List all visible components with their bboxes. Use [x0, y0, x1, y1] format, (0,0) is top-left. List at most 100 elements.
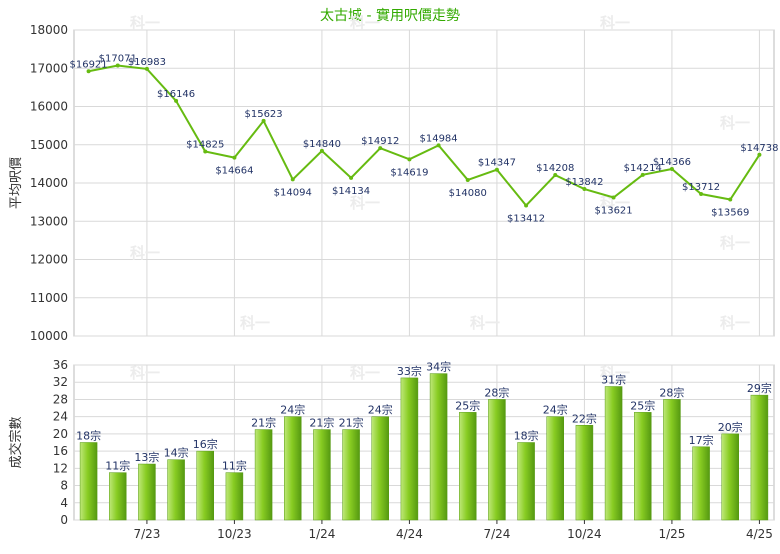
volume-bar	[196, 450, 214, 521]
price-data-label: $14825	[186, 139, 224, 150]
price-data-label: $13412	[507, 213, 545, 224]
price-data-point	[582, 187, 587, 192]
watermark: 科一	[600, 194, 630, 212]
volume-bar	[138, 463, 156, 521]
volume-data-label: 13宗	[134, 450, 159, 464]
price-y-tick-label: 16000	[30, 100, 68, 114]
price-data-label: $14347	[478, 158, 516, 169]
x-tick-label: 1/24	[308, 527, 335, 541]
volume-bar	[109, 472, 127, 521]
price-data-label: $14840	[303, 139, 341, 150]
price-data-label: $15623	[244, 109, 282, 120]
volume-data-label: 33宗	[397, 364, 422, 378]
price-data-point	[378, 146, 383, 151]
volume-data-label: 20宗	[718, 420, 743, 434]
volume-y-tick-label: 28	[53, 392, 68, 406]
price-data-point	[524, 203, 529, 208]
price-data-label: $14619	[390, 167, 428, 178]
volume-data-label: 21宗	[251, 416, 276, 430]
volume-data-label: 28宗	[659, 385, 684, 399]
volume-bar	[459, 412, 477, 521]
volume-data-label: 24宗	[543, 403, 568, 417]
watermark: 科一	[130, 364, 160, 382]
price-data-label: $17071	[99, 54, 137, 65]
price-data-label: $13621	[594, 205, 632, 216]
volume-y-tick-label: 0	[60, 513, 68, 527]
volume-plot-area	[73, 364, 775, 521]
volume-data-label: 25宗	[630, 398, 655, 412]
price-data-label: $16921	[69, 59, 107, 70]
price-data-label: $14738	[740, 143, 778, 154]
volume-bar	[721, 433, 739, 521]
price-data-point	[757, 152, 762, 157]
volume-y-tick-label: 20	[53, 427, 68, 441]
volume-bar	[342, 429, 360, 521]
volume-data-label: 16宗	[193, 437, 218, 451]
price-data-label: $14080	[449, 188, 487, 199]
price-data-label: $14664	[215, 166, 253, 177]
watermark: 科一	[350, 14, 380, 32]
x-tick-label: 4/24	[396, 527, 423, 541]
volume-y-tick-label: 12	[53, 461, 68, 475]
price-data-point	[319, 148, 324, 153]
watermark: 科一	[130, 14, 160, 32]
volume-bar	[488, 399, 506, 521]
price-data-label: $14134	[332, 186, 370, 197]
price-data-label: $14366	[653, 157, 691, 168]
price-y-tick-label: 14000	[30, 176, 68, 190]
volume-y-tick-label: 32	[53, 375, 68, 389]
price-data-point	[494, 167, 499, 172]
volume-y-tick-label: 4	[60, 496, 68, 510]
volume-data-label: 25宗	[455, 398, 480, 412]
volume-data-label: 17宗	[689, 433, 714, 447]
volume-bar	[604, 386, 623, 521]
watermark: 科一	[350, 364, 380, 382]
watermark: 科一	[600, 14, 630, 32]
watermark: 科一	[720, 314, 750, 332]
price-data-point	[611, 195, 616, 200]
price-data-point	[465, 177, 470, 182]
price-data-point	[144, 66, 149, 71]
volume-data-label: 11宗	[105, 459, 130, 473]
price-data-point	[436, 143, 441, 148]
price-data-label: $14214	[624, 163, 662, 174]
volume-data-label: 22宗	[572, 411, 597, 425]
volume-bar	[371, 416, 389, 521]
price-data-point	[232, 155, 237, 160]
volume-bar	[254, 429, 273, 521]
volume-bar	[225, 472, 244, 521]
volume-bar	[284, 416, 302, 521]
watermark: 科一	[130, 244, 160, 262]
price-data-point	[115, 63, 120, 68]
price-y-tick-label: 13000	[30, 214, 68, 228]
price-data-label: $13712	[682, 182, 720, 193]
volume-bar	[429, 373, 448, 521]
volume-bar	[575, 425, 594, 521]
volume-data-label: 21宗	[339, 416, 364, 430]
price-y-tick-label: 12000	[30, 253, 68, 267]
price-data-label: $16983	[128, 57, 166, 68]
volume-y-tick-label: 36	[53, 358, 68, 372]
price-data-point	[640, 172, 645, 177]
watermark: 科一	[470, 314, 500, 332]
volume-bar	[400, 377, 419, 521]
price-y-tick-label: 17000	[30, 61, 68, 75]
price-data-point	[290, 177, 295, 182]
volume-data-label: 18宗	[514, 429, 539, 443]
volume-data-label: 21宗	[309, 416, 334, 430]
x-tick-label: 7/23	[133, 527, 160, 541]
price-data-point	[349, 175, 354, 180]
price-y-tick-label: 10000	[30, 329, 68, 343]
price-y-tick-label: 18000	[30, 23, 68, 37]
volume-y-tick-label: 16	[53, 444, 68, 458]
price-data-point	[203, 149, 208, 154]
volume-data-label: 31宗	[601, 373, 626, 387]
price-y-tick-label: 11000	[30, 291, 68, 305]
price-line-chart: 10000 11000 12000 13000 14000 15000 16000 17000…	[9, 14, 779, 343]
volume-bar	[313, 429, 331, 521]
volume-data-label: 11宗	[222, 459, 247, 473]
price-data-point	[86, 69, 91, 74]
price-data-label: $14984	[419, 133, 457, 144]
price-y-tick-label: 15000	[30, 138, 68, 152]
